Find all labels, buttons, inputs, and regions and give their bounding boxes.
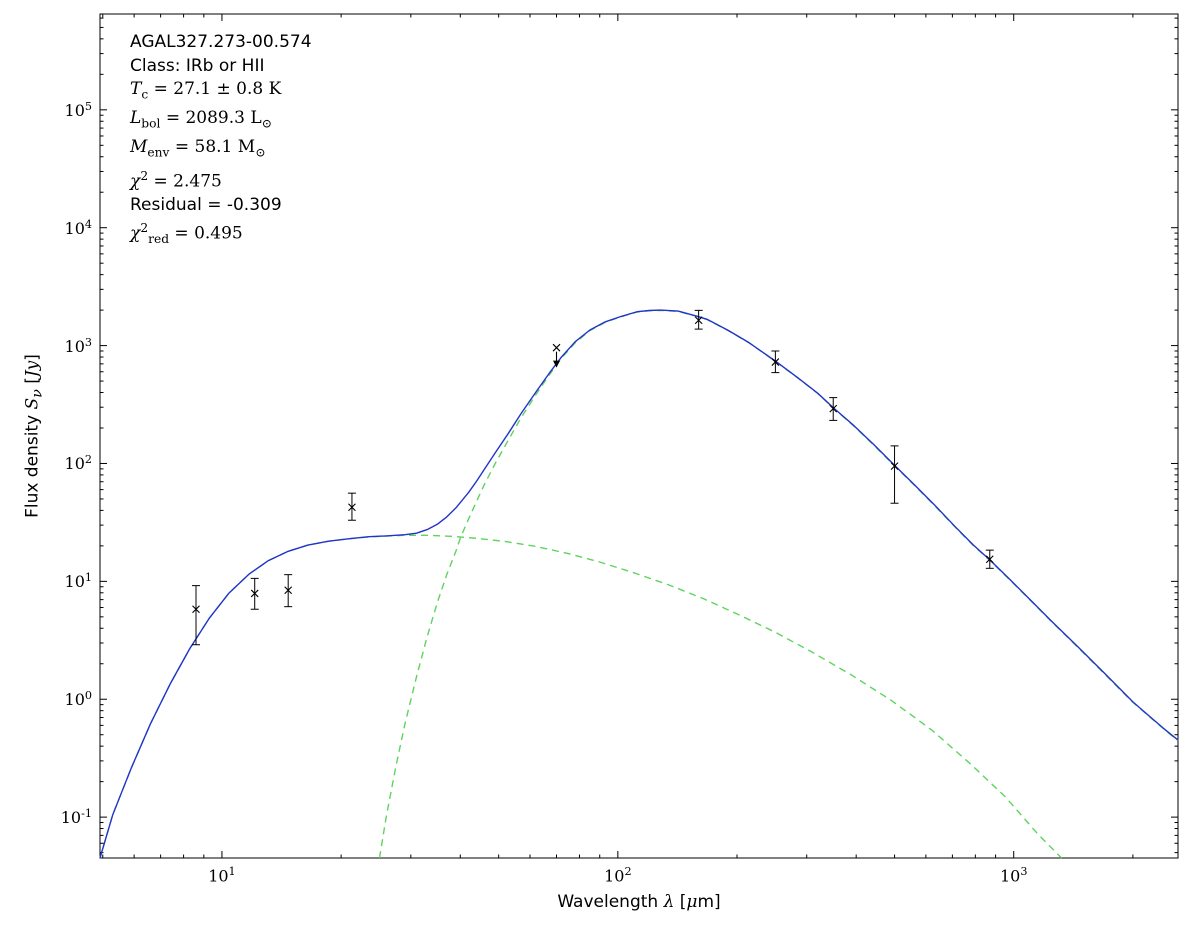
data-point-marker [348,503,356,512]
annotation-line: Lbol = 2089.3 L⊙ [130,107,272,131]
axes-frame [99,13,1179,859]
data-point-marker [890,462,899,470]
data-point-marker [694,316,703,325]
data-point-marker [192,605,200,614]
cold-component-curve [378,309,1179,859]
upper-limit-arrowhead [553,360,561,368]
data-point-marker [771,358,780,366]
annotation-line: AGAL327.273-00.574 [130,32,312,52]
warm-component-curve [99,534,1062,859]
fit-parameters-annotation: AGAL327.273-00.574 Class: IRb or HII Tc = … [130,31,312,252]
model-total-curve [99,309,1179,859]
data-point-marker [552,343,561,352]
data-point-marker [985,555,994,564]
annotation-line: Menv = 58.1 M⊙ [130,136,266,160]
annotation-line: χ2red = 0.495 [130,221,243,247]
data-point-marker [284,586,293,595]
data-point-marker [829,404,838,413]
annotation-line: Residual = -0.309 [130,194,282,215]
annotation-line: Tc = 27.1 ± 0.8 K [130,79,282,102]
data-point-marker [250,589,259,598]
annotation-line: Class: IRb or HII [130,55,265,76]
annotation-line: χ2 = 2.475 [130,168,222,192]
